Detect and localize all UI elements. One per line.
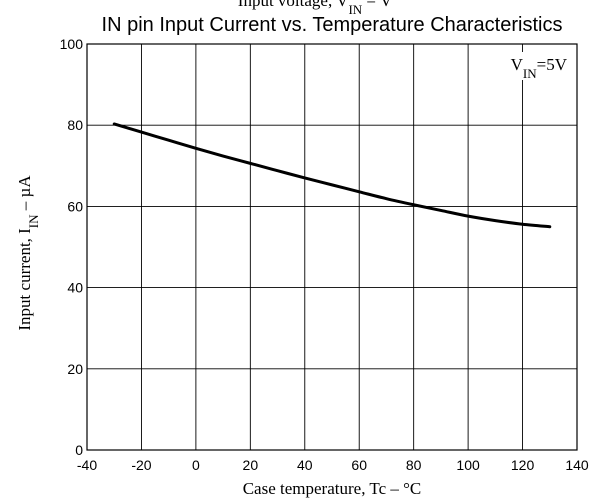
y-tick-label: 60 xyxy=(67,198,83,214)
x-tick-label: 40 xyxy=(297,457,313,473)
partial-top-label-main: Input voltage, V xyxy=(238,0,349,10)
series-line xyxy=(112,122,552,229)
x-tick-label: 20 xyxy=(243,457,259,473)
annotation-sub: IN xyxy=(523,66,537,81)
x-tick-label: -40 xyxy=(77,457,97,473)
x-tick-labels: -40 -20 0 20 40 60 80 100 120 140 xyxy=(77,457,589,473)
x-axis-label: Case temperature, Tc – °C xyxy=(243,479,422,498)
x-tick-label: 60 xyxy=(351,457,367,473)
annotation-background xyxy=(475,52,571,80)
y-axis-label-suffix: – µA xyxy=(15,175,34,215)
y-axis-label-main: Input current, I xyxy=(15,228,34,331)
chart-title: IN pin Input Current vs. Temperature Cha… xyxy=(102,14,563,36)
y-axis-label: Input current, IIN – µA xyxy=(15,175,41,331)
y-tick-label: 40 xyxy=(67,280,83,296)
partial-top-label-sub: IN xyxy=(348,2,362,17)
x-tick-label: -20 xyxy=(131,457,151,473)
x-tick-label: 80 xyxy=(406,457,422,473)
annotation-suffix: =5V xyxy=(537,55,568,74)
x-tick-label: 100 xyxy=(456,457,480,473)
partial-top-label-suffix: = V xyxy=(362,0,393,10)
y-tick-label: 100 xyxy=(60,36,84,52)
y-tick-label: 20 xyxy=(67,361,83,377)
annotation-vin: VIN=5V xyxy=(511,55,568,81)
y-tick-labels: 0 20 40 60 80 100 xyxy=(60,36,84,458)
y-tick-label: 80 xyxy=(67,117,83,133)
y-tick-label: 0 xyxy=(75,442,83,458)
x-tick-label: 120 xyxy=(511,457,535,473)
partial-top-label: Input voltage, VIN = V xyxy=(238,0,393,17)
grid xyxy=(86,43,578,451)
y-axis-label-sub: IN xyxy=(26,214,41,228)
annotation-prefix: V xyxy=(511,55,524,74)
x-tick-label: 140 xyxy=(565,457,589,473)
plot-frame xyxy=(86,43,578,451)
x-tick-label: 0 xyxy=(192,457,200,473)
